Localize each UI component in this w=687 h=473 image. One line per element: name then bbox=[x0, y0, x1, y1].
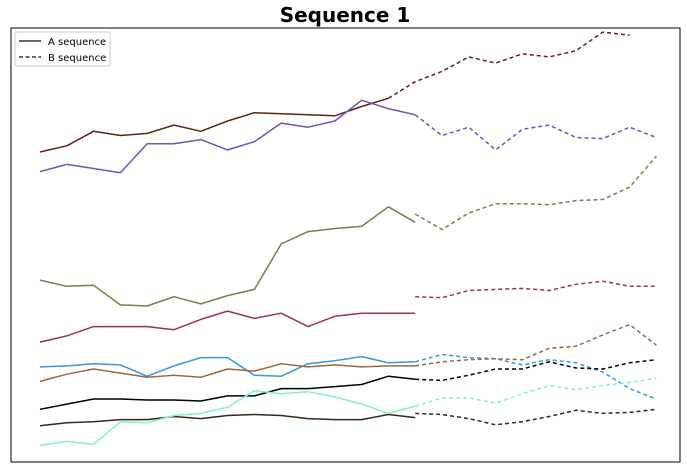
series-2-b-sequence-line bbox=[414, 114, 657, 151]
series-3-a-sequence-line bbox=[39, 206, 416, 307]
series-8-b-sequence-line bbox=[415, 408, 657, 426]
series-2-a-sequence-line bbox=[39, 99, 416, 174]
series-6-a-sequence-line bbox=[39, 363, 416, 383]
series-3-b-sequence-line bbox=[414, 155, 657, 231]
series-layer bbox=[39, 31, 657, 447]
legend-label-b-sequence: B sequence bbox=[48, 53, 106, 64]
series-7-a-sequence-line bbox=[39, 375, 416, 411]
plot-frame bbox=[10, 27, 681, 463]
series-4-a-sequence-line bbox=[39, 310, 416, 343]
series-1-b-sequence-line bbox=[388, 31, 630, 99]
legend-label-a-sequence: A sequence bbox=[48, 37, 106, 48]
series-9-a-sequence-line bbox=[39, 389, 416, 447]
legend: A sequence B sequence bbox=[14, 31, 111, 67]
series-9-b-sequence-line bbox=[414, 377, 657, 407]
series-8-a-sequence-line bbox=[39, 413, 416, 427]
series-1-a-sequence-line bbox=[39, 97, 389, 153]
series-4-b-sequence-line bbox=[415, 280, 657, 299]
series-5-a-sequence-line bbox=[39, 355, 416, 377]
series-7-b-sequence-line bbox=[415, 358, 657, 382]
chart-title: Sequence 1 bbox=[280, 3, 411, 27]
series-5-b-sequence-line bbox=[415, 353, 657, 400]
series-6-b-sequence-line bbox=[415, 323, 657, 367]
